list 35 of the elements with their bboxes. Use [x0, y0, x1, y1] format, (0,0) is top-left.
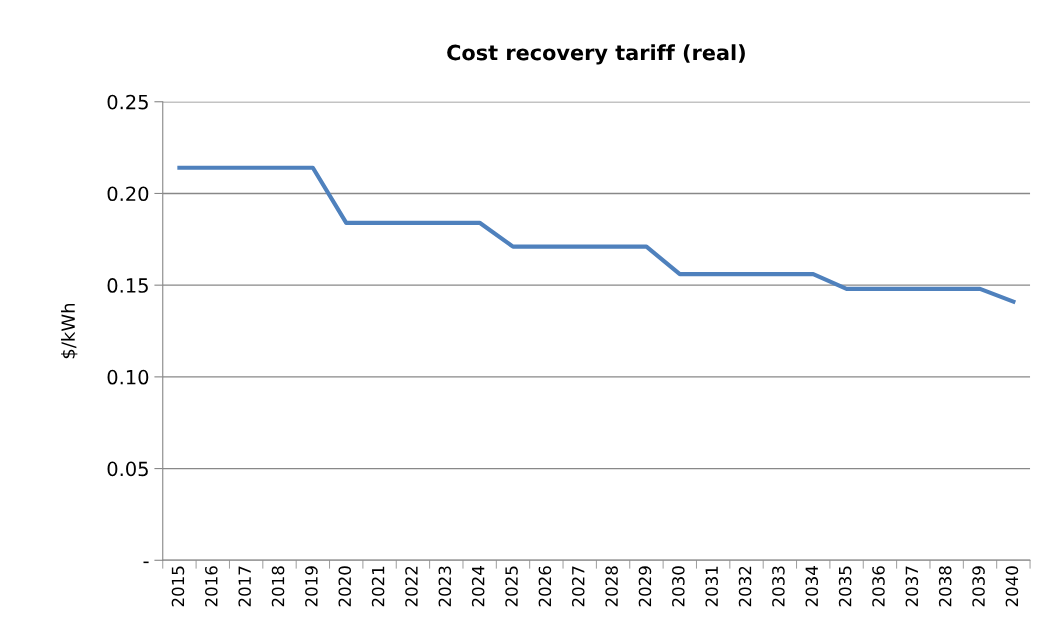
x-tick-label: 2039 [972, 566, 985, 607]
chart-title: Cost recovery tariff (real) [447, 44, 745, 65]
y-tick-label: 0.25 [107, 94, 148, 110]
x-tick-label: 2023 [438, 566, 452, 607]
x-tick-label: 2029 [638, 566, 652, 607]
x-tick-label: 2028 [605, 566, 618, 607]
x-tick-label: 2040 [1005, 566, 1019, 607]
x-tick-label: 2031 [705, 566, 718, 607]
x-tick-label: 2036 [872, 566, 885, 607]
x-tick-label: 2034 [805, 566, 819, 607]
y-tick-label: 0.15 [107, 278, 148, 293]
x-tick-label: 2026 [538, 566, 552, 607]
x-tick-label: 2025 [505, 566, 518, 607]
x-tick-label: 2038 [938, 566, 952, 607]
x-tick-label: 2022 [405, 566, 418, 607]
x-tick-label: 2030 [672, 566, 685, 607]
x-tick-label: 2018 [271, 566, 285, 607]
y-tick-label: - [143, 561, 149, 564]
y-tick-label: 0.20 [107, 186, 149, 202]
x-tick-label: 2037 [905, 566, 919, 607]
y-axis-title: $/kWh [61, 303, 78, 359]
x-tick-label: 2027 [571, 566, 585, 607]
x-tick-label: 2033 [772, 566, 785, 607]
y-tick-label: 0.10 [107, 369, 149, 385]
x-tick-label: 2020 [338, 566, 352, 607]
line-series [177, 165, 1016, 304]
y-tick-label: 0.05 [107, 461, 148, 477]
x-tick-label: 2032 [738, 566, 752, 607]
x-tick-label: 2024 [471, 566, 485, 607]
x-tick-label: 2015 [171, 566, 185, 607]
x-tick-label: 2019 [305, 566, 318, 607]
x-tick-label: 2035 [838, 566, 852, 607]
x-tick-label: 2021 [371, 566, 385, 607]
x-tick-label: 2016 [205, 566, 218, 607]
x-tick-label: 2017 [238, 566, 251, 607]
